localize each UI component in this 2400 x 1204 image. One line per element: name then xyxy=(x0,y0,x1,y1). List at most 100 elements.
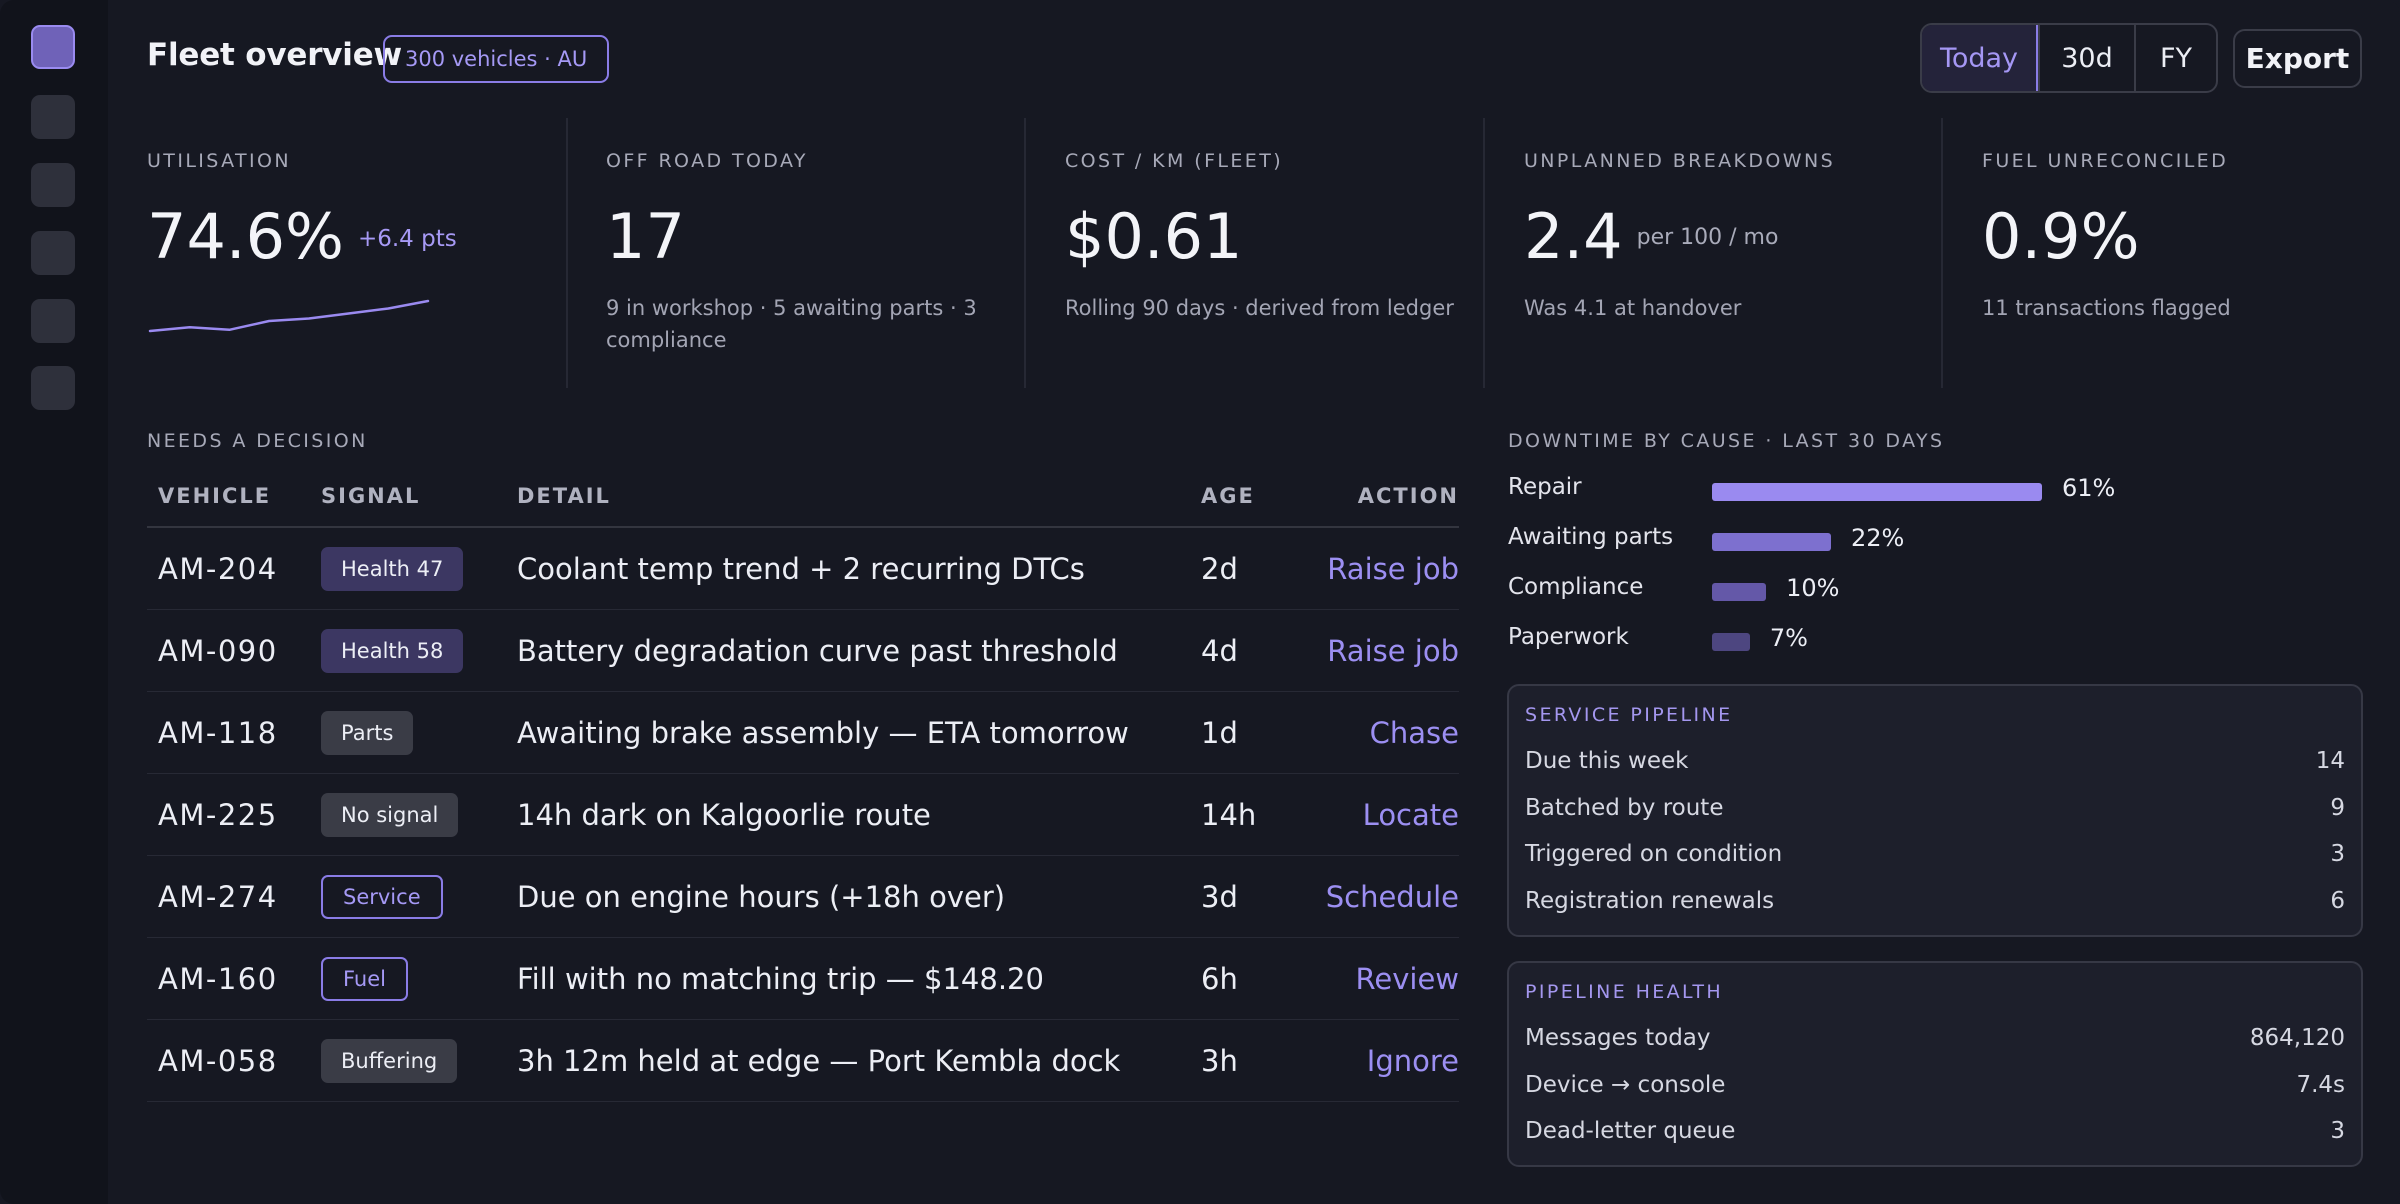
action-link[interactable]: Schedule xyxy=(1325,880,1459,914)
table-header: VEHICLE SIGNAL DETAIL AGE ACTION xyxy=(147,466,1459,528)
range-today-button[interactable]: Today xyxy=(1922,25,2038,91)
vehicle-id: AM-118 xyxy=(158,716,278,750)
kpi-value: 17 xyxy=(606,200,685,273)
age-value: 6h xyxy=(1201,962,1238,996)
vehicle-id: AM-204 xyxy=(158,552,278,586)
range-fy-button[interactable]: FY xyxy=(2134,25,2216,91)
detail-text: Fill with no matching trip — $148.20 xyxy=(517,962,1044,996)
age-value: 1d xyxy=(1201,716,1238,750)
kpi-divider xyxy=(1941,118,1943,388)
export-button[interactable]: Export xyxy=(2233,29,2362,88)
downtime-row: Awaiting parts 22% xyxy=(1508,516,2363,566)
panel-row-value: 9 xyxy=(2330,794,2345,821)
signal-badge: Fuel xyxy=(321,957,408,1001)
kpi-label: UTILISATION xyxy=(147,150,292,172)
range-30d-button[interactable]: 30d xyxy=(2038,25,2134,91)
kpi-unit: per 100 / mo xyxy=(1636,225,1779,250)
downtime-percent: 10% xyxy=(1786,574,1840,602)
downtime-label: Compliance xyxy=(1508,574,1644,600)
column-header-age[interactable]: AGE xyxy=(1201,484,1255,508)
column-header-action[interactable]: ACTION xyxy=(1357,484,1459,508)
kpi-fuel-unreconciled: FUEL UNRECONCILED 0.9% 11 transactions f… xyxy=(1982,118,2400,388)
kpi-divider xyxy=(1483,118,1485,388)
column-header-vehicle[interactable]: VEHICLE xyxy=(158,484,272,508)
panel-row-value: 7.4s xyxy=(2296,1071,2345,1098)
detail-text: 14h dark on Kalgoorlie route xyxy=(517,798,931,832)
downtime-bar xyxy=(1712,483,2042,501)
pipeline-health-panel: PIPELINE HEALTH Messages today 864,120 Dev… xyxy=(1507,961,2363,1167)
panel-row-label: Batched by route xyxy=(1525,794,1724,821)
signal-badge: Buffering xyxy=(321,1039,458,1083)
scope-badge[interactable]: 300 vehicles · AU xyxy=(383,35,610,83)
kpi-value-number: 74.6% xyxy=(147,200,344,273)
action-link[interactable]: Raise job xyxy=(1327,634,1459,668)
kpi-sub: Rolling 90 days · derived from ledger xyxy=(1065,296,1454,320)
downtime-bar xyxy=(1712,533,1832,551)
downtime-percent: 7% xyxy=(1769,624,1808,652)
panel-row: Registration renewals 6 xyxy=(1525,878,2345,924)
age-value: 3h xyxy=(1201,1044,1238,1078)
sidebar-rail xyxy=(0,0,108,1204)
decisions-section-label: NEEDS A DECISION xyxy=(147,430,368,452)
kpi-label: FUEL UNRECONCILED xyxy=(1982,150,2229,172)
sidebar-item-5-icon[interactable] xyxy=(31,299,75,343)
table-row[interactable]: AM-090 Health 58 Battery degradation curve… xyxy=(147,610,1459,692)
table-row[interactable]: AM-274 Service Due on engine hours (+18h o… xyxy=(147,856,1459,938)
table-row[interactable]: AM-058 Buffering 3h 12m held at edge — Por… xyxy=(147,1020,1459,1102)
age-value: 2d xyxy=(1201,552,1238,586)
kpi-sub: 9 in workshop · 5 awaiting parts · 3 com… xyxy=(606,296,977,352)
signal-badge: Health 47 xyxy=(321,547,464,591)
kpi-breakdowns: UNPLANNED BREAKDOWNS 2.4 per 100 / mo Was… xyxy=(1524,118,1982,388)
kpi-label: COST / KM (FLEET) xyxy=(1065,150,1284,172)
action-link[interactable]: Raise job xyxy=(1327,552,1459,586)
vehicle-id: AM-160 xyxy=(158,962,278,996)
date-range-toggle: Today 30d FY xyxy=(1920,23,2218,93)
panel-row-label: Registration renewals xyxy=(1525,887,1775,914)
column-header-signal[interactable]: SIGNAL xyxy=(321,484,421,508)
vehicle-id: AM-090 xyxy=(158,634,278,668)
downtime-label: Repair xyxy=(1508,474,1582,500)
downtime-row: Repair 61% xyxy=(1508,466,2363,516)
kpi-utilisation: UTILISATION 74.6% +6.4 pts xyxy=(147,118,605,388)
sidebar-item-3-icon[interactable] xyxy=(31,163,75,207)
panel-row-value: 3 xyxy=(2330,1118,2345,1144)
table-row[interactable]: AM-204 Health 47 Coolant temp trend + 2 re… xyxy=(147,528,1459,610)
kpi-label: OFF ROAD TODAY xyxy=(606,150,808,172)
age-value: 4d xyxy=(1201,634,1238,668)
action-link[interactable]: Review xyxy=(1355,962,1459,996)
panel-row-label: Dead-letter queue xyxy=(1525,1118,1736,1144)
sidebar-item-4-icon[interactable] xyxy=(31,231,75,275)
panel-row: Messages today 864,120 xyxy=(1525,1015,2345,1061)
sidebar-item-2-icon[interactable] xyxy=(31,95,75,139)
table-row[interactable]: AM-225 No signal 14h dark on Kalgoorlie ro… xyxy=(147,774,1459,856)
kpi-cost-per-km: COST / KM (FLEET) $0.61 Rolling 90 days … xyxy=(1065,118,1523,388)
signal-cell: No signal xyxy=(321,774,459,856)
column-header-detail[interactable]: DETAIL xyxy=(517,484,611,508)
vehicle-id: AM-058 xyxy=(158,1044,278,1078)
downtime-row: Compliance 10% xyxy=(1508,566,2363,616)
kpi-label: UNPLANNED BREAKDOWNS xyxy=(1524,150,1836,172)
action-link[interactable]: Chase xyxy=(1369,716,1459,750)
table-row[interactable]: AM-160 Fuel Fill with no matching trip — $… xyxy=(147,938,1459,1020)
panel-row-value: 6 xyxy=(2330,887,2345,914)
panel-row: Dead-letter queue 3 xyxy=(1525,1108,2345,1154)
action-link[interactable]: Ignore xyxy=(1366,1044,1459,1078)
kpi-divider xyxy=(566,118,568,388)
action-link[interactable]: Locate xyxy=(1362,798,1459,832)
table-row[interactable]: AM-118 Parts Awaiting brake assembly — ETA… xyxy=(147,692,1459,774)
panel-row-label: Triggered on condition xyxy=(1525,841,1783,867)
signal-cell: Service xyxy=(321,856,443,938)
sidebar-item-overview-icon[interactable] xyxy=(31,25,75,69)
detail-text: Awaiting brake assembly — ETA tomorrow xyxy=(517,716,1129,750)
sidebar-item-6-icon[interactable] xyxy=(31,366,75,410)
kpi-off-road: OFF ROAD TODAY 17 9 in workshop · 5 awai… xyxy=(606,118,1064,388)
service-pipeline-panel: SERVICE PIPELINE Due this week 14 Batched … xyxy=(1507,684,2363,937)
kpi-value: 0.9% xyxy=(1982,200,2140,273)
age-value: 14h xyxy=(1201,798,1257,832)
signal-cell: Health 58 xyxy=(321,610,464,692)
downtime-bar xyxy=(1712,583,1767,601)
signal-cell: Fuel xyxy=(321,938,408,1020)
utilisation-sparkline xyxy=(148,299,430,333)
vehicle-id: AM-225 xyxy=(158,798,278,832)
